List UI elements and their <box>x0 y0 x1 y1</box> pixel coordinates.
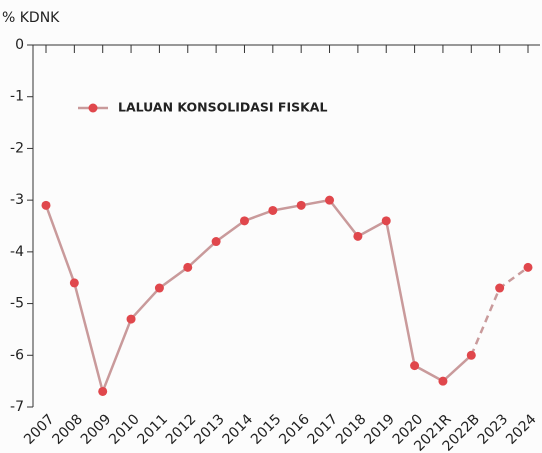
marker <box>495 283 505 293</box>
y-tick-label: -2 <box>10 140 24 156</box>
y-axis-label: % KDNK <box>2 10 60 26</box>
marker <box>268 205 278 215</box>
marker <box>466 350 476 360</box>
x-tick-label: 2017 <box>305 411 342 448</box>
marker <box>239 216 249 226</box>
marker <box>183 262 193 272</box>
x-tick-label: 2008 <box>49 411 86 448</box>
marker <box>410 361 420 371</box>
marker <box>325 195 335 205</box>
x-tick-label: 2011 <box>135 411 172 448</box>
line <box>44 198 473 396</box>
y-tick-label: -7 <box>10 399 24 415</box>
marker <box>296 200 306 210</box>
y-tick-label: -6 <box>10 347 24 363</box>
x-tick-label: 2018 <box>333 411 370 448</box>
legend-marker <box>88 103 98 113</box>
marker <box>381 216 391 226</box>
y-tick-label: -3 <box>10 192 24 208</box>
marker <box>523 262 533 272</box>
marker <box>126 314 136 324</box>
marker <box>41 200 51 210</box>
x-tick-label: 2010 <box>106 411 143 448</box>
x-tick-label: 2013 <box>191 411 228 448</box>
marker <box>211 237 221 247</box>
x-tick-label: 2015 <box>248 411 285 448</box>
x-tick-label: 2019 <box>361 411 398 448</box>
x-tick-label: 2014 <box>220 411 257 448</box>
x-tick-label: 2012 <box>163 411 200 448</box>
y-tick-label: -4 <box>10 244 24 260</box>
y-tick-label: -1 <box>10 89 24 105</box>
marker <box>353 231 363 241</box>
marker <box>438 376 448 386</box>
marker <box>154 283 164 293</box>
marker <box>98 386 108 396</box>
x-tick-label: 2007 <box>21 411 58 448</box>
y-tick-label: 0 <box>15 37 24 53</box>
line-dashed <box>470 266 529 356</box>
legend-label: LALUAN KONSOLIDASI FISKAL <box>118 100 327 115</box>
x-tick-label: 2009 <box>78 411 115 448</box>
marker <box>69 278 79 288</box>
x-tick-label: 2023 <box>475 411 512 448</box>
y-tick-label: -5 <box>10 296 24 312</box>
x-tick-label: 2016 <box>276 411 313 448</box>
x-tick-label: 2024 <box>503 411 540 448</box>
